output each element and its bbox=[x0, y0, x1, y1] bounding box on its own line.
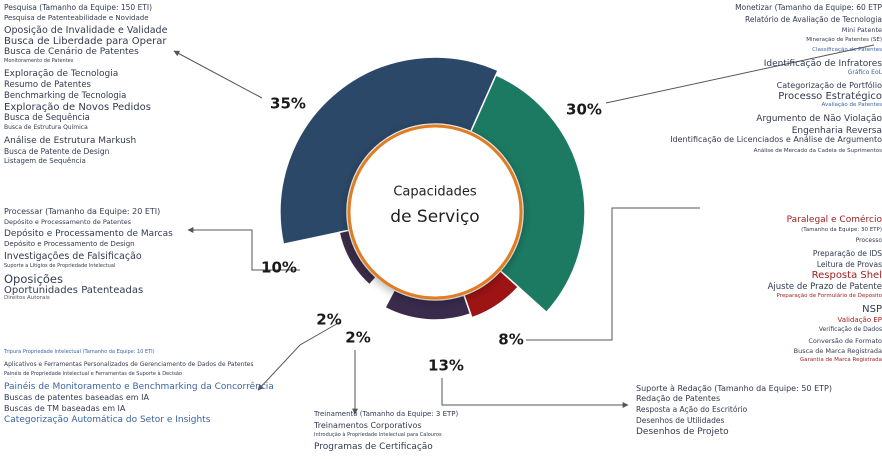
donut-segment bbox=[383, 288, 472, 321]
percent-label: 30% bbox=[566, 101, 602, 119]
group-title: Monetizar (Tamanho da Equipe: 60 ETP bbox=[735, 3, 882, 12]
group-title: Paralegal e Comércio bbox=[786, 215, 882, 225]
group-item: Investigações de Falsificação bbox=[4, 251, 142, 262]
group-item: Preparação de IDS bbox=[812, 249, 882, 258]
group-item: Suporte a Litígios de Propriedade Intele… bbox=[4, 263, 116, 269]
group-item: Identificação de Infratores bbox=[763, 59, 882, 69]
group-item: Ajuste de Prazo de Patente bbox=[767, 282, 882, 292]
group-item: Preparação de Formulário de Depósito bbox=[776, 293, 882, 299]
center-title: Capacidades bbox=[393, 185, 476, 200]
group-item: Aplicativos e Ferramentas Personalizados… bbox=[4, 361, 254, 368]
group-item: Oposição de Invalidade e Validade bbox=[4, 25, 168, 36]
group-item: Buscas de TM baseadas em IA bbox=[4, 404, 126, 413]
center-title: de Serviço bbox=[390, 207, 479, 227]
group-item: Argumento de Não Violação bbox=[756, 114, 882, 124]
group-item: Resposta a Ação do Escritório bbox=[636, 405, 748, 414]
group-item: Oportunidades Patenteadas bbox=[4, 285, 144, 296]
connectors bbox=[173, 44, 875, 415]
group-item: Resumo de Patentes bbox=[4, 80, 91, 90]
group-item: Análise de Mercado da Cadeia de Suprimen… bbox=[753, 148, 882, 154]
percent-label: 2% bbox=[345, 329, 370, 347]
group-item: Redação de Patentes bbox=[636, 394, 721, 403]
group-item: Desenhos de Projeto bbox=[636, 427, 729, 437]
group-item: Mini Patente bbox=[841, 26, 882, 34]
group-item: Desenhos de Utilidades bbox=[636, 416, 725, 425]
group-title: Treinamento (Tamanho da Equipe: 3 ETP) bbox=[314, 410, 459, 418]
group-item: Painéis de Monitoramento e Benchmarking … bbox=[4, 382, 274, 392]
group-item: Engenharia Reversa bbox=[791, 126, 882, 136]
group-item: Painéis de Propriedade Intelectual e Fer… bbox=[4, 371, 182, 377]
group-item: Listagem de Sequência bbox=[4, 157, 86, 165]
group-item: Processo Estratégico bbox=[778, 91, 882, 102]
center-circle bbox=[347, 124, 523, 300]
group-item: Busca de Sequência bbox=[4, 113, 90, 123]
group-item: Depósito e Processamento de Patentes bbox=[4, 218, 132, 226]
group-item: Oposições bbox=[4, 272, 63, 286]
group-item: Análise de Estrutura Markush bbox=[4, 136, 137, 146]
group-title: Tripura Propriedade Intelectual (Tamanho… bbox=[4, 349, 155, 355]
donut-segment bbox=[279, 56, 500, 246]
group-item: Exploração de Novos Pedidos bbox=[4, 102, 151, 113]
group-item: Treinamentos Corporativos bbox=[314, 421, 422, 430]
group-item: Classificação de Patentes bbox=[812, 47, 882, 53]
group-item: Conversão de Formato bbox=[808, 337, 882, 345]
group-item: Benchmarking de Tecnologia bbox=[4, 91, 127, 101]
donut-segment bbox=[469, 73, 586, 314]
group-item: Monitoramento de Patentes bbox=[4, 58, 74, 64]
group-item: Resposta Shel bbox=[811, 270, 882, 281]
group-item: Processo bbox=[855, 237, 882, 244]
group-item: Categorização de Portfólio bbox=[776, 81, 882, 90]
percent-label: 2% bbox=[316, 311, 341, 329]
group-item: NSP bbox=[862, 304, 882, 315]
group-item: Introdução à Propriedade Intelectual par… bbox=[314, 432, 442, 438]
group-title: Suporte à Redação (Tamanho da Equipe: 50… bbox=[636, 384, 832, 393]
group-item: Depósito e Processamento de Marcas bbox=[4, 229, 173, 239]
group-item: Direitos Autorais bbox=[4, 295, 50, 301]
percent-label: 10% bbox=[261, 259, 297, 277]
group-item: Categorização Automática do Setor e Insi… bbox=[4, 415, 211, 425]
group-item: Exploração de Tecnologia bbox=[4, 69, 119, 79]
group-item: Pesquisa de Patenteabilidade e Novidade bbox=[4, 14, 149, 22]
group-item: Busca de Cenário de Patentes bbox=[4, 47, 139, 57]
group-item: Busca de Patente de Design bbox=[4, 147, 110, 156]
group-item: Buscas de patentes baseadas em IA bbox=[4, 393, 149, 402]
group-item: Busca de Estrutura Química bbox=[4, 124, 88, 131]
donut-segment bbox=[462, 269, 520, 319]
group-item: Mineração de Patentes (SE) bbox=[806, 37, 882, 43]
group-item: Leitura de Provas bbox=[816, 260, 882, 269]
percent-label: 13% bbox=[428, 357, 464, 375]
group-item: Garantia de Marca Registrada bbox=[799, 357, 882, 363]
group-item: Busca de Liberdade para Operar bbox=[4, 36, 167, 47]
group-item: Depósito e Processamento de Design bbox=[4, 240, 135, 248]
percent-label: 8% bbox=[498, 331, 523, 349]
group-item: Verificação de Dados bbox=[818, 326, 882, 333]
group-item: (Tamanho da Equipe: 30 ETP) bbox=[801, 227, 882, 233]
percent-label: 35% bbox=[270, 95, 306, 113]
group-item: Validação EP bbox=[837, 316, 882, 324]
group-item: Avaliação de Patentes bbox=[821, 102, 882, 108]
group-item: Identificação de Licenciados e Análise d… bbox=[670, 135, 882, 144]
group-item: Gráfico EoL bbox=[847, 69, 882, 76]
group-item: Relatório de Avaliação de Tecnologia bbox=[744, 15, 882, 24]
donut-segment bbox=[338, 229, 378, 286]
group-item: Busca de Marca Registrada bbox=[793, 347, 882, 355]
group-title: Pesquisa (Tamanho da Equipe: 150 ETI) bbox=[4, 3, 153, 12]
group-title: Processar (Tamanho da Equipe: 20 ETI) bbox=[4, 207, 161, 216]
group-item: Programas de Certificação bbox=[314, 442, 433, 452]
